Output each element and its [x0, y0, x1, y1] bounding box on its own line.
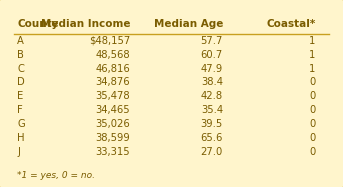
Text: 0: 0 — [309, 105, 316, 115]
Text: 48,568: 48,568 — [96, 50, 130, 60]
Text: 1: 1 — [309, 64, 316, 73]
Text: 0: 0 — [309, 133, 316, 143]
Text: 34,465: 34,465 — [96, 105, 130, 115]
Text: Median Age: Median Age — [154, 19, 223, 29]
Text: A: A — [17, 36, 24, 46]
Text: *1 = yes, 0 = no.: *1 = yes, 0 = no. — [17, 171, 95, 180]
Text: 57.7: 57.7 — [201, 36, 223, 46]
Text: 0: 0 — [309, 91, 316, 101]
Text: J: J — [17, 147, 20, 157]
Text: G: G — [17, 119, 25, 129]
Text: 0: 0 — [309, 119, 316, 129]
Text: 47.9: 47.9 — [201, 64, 223, 73]
Text: 27.0: 27.0 — [201, 147, 223, 157]
Text: Coastal*: Coastal* — [266, 19, 316, 29]
Text: 42.8: 42.8 — [201, 91, 223, 101]
Text: C: C — [17, 64, 24, 73]
Text: F: F — [17, 105, 23, 115]
Text: 0: 0 — [309, 77, 316, 87]
Text: 38,599: 38,599 — [96, 133, 130, 143]
Text: 35,478: 35,478 — [96, 91, 130, 101]
Text: 35.4: 35.4 — [201, 105, 223, 115]
Text: Median Income: Median Income — [41, 19, 130, 29]
Text: 33,315: 33,315 — [96, 147, 130, 157]
Text: E: E — [17, 91, 23, 101]
Text: H: H — [17, 133, 25, 143]
Text: D: D — [17, 77, 25, 87]
Text: 1: 1 — [309, 36, 316, 46]
Text: County: County — [17, 19, 59, 29]
Text: 35,026: 35,026 — [96, 119, 130, 129]
Text: 1: 1 — [309, 50, 316, 60]
Text: B: B — [17, 50, 24, 60]
Text: 39.5: 39.5 — [201, 119, 223, 129]
Text: 34,876: 34,876 — [96, 77, 130, 87]
Text: 65.6: 65.6 — [201, 133, 223, 143]
Text: 46,816: 46,816 — [96, 64, 130, 73]
Text: $48,157: $48,157 — [89, 36, 130, 46]
Text: 60.7: 60.7 — [201, 50, 223, 60]
Text: 0: 0 — [309, 147, 316, 157]
Text: 38.4: 38.4 — [201, 77, 223, 87]
